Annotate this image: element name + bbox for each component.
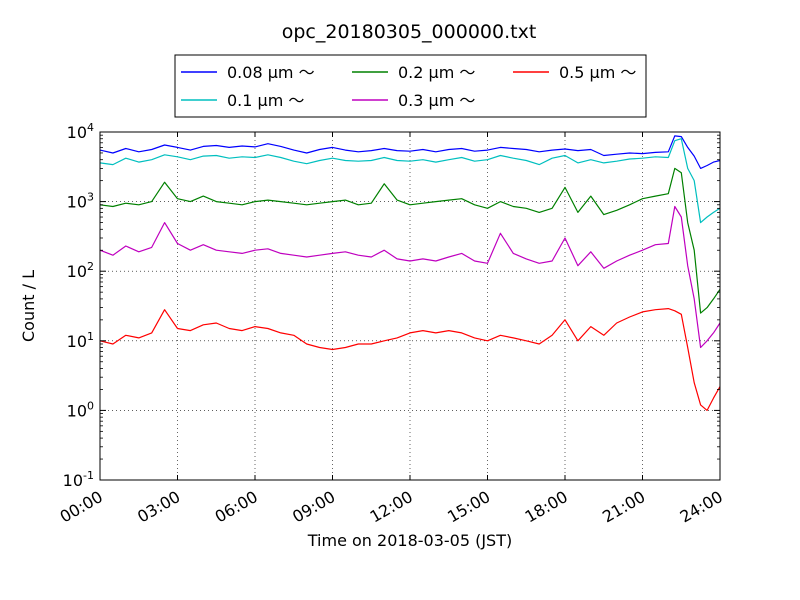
- x-tick-label: 09:00: [289, 487, 338, 527]
- x-tick-label: 18:00: [522, 487, 571, 527]
- y-tick-label: 100: [67, 399, 94, 420]
- x-tick-label: 12:00: [367, 487, 416, 527]
- ticks: [99, 131, 721, 481]
- grid: [100, 132, 720, 480]
- y-tick-label: 10-1: [63, 469, 94, 490]
- x-tick-label: 00:00: [57, 487, 106, 527]
- series-line-3: [99, 205, 721, 349]
- x-axis-label: Time on 2018-03-05 (JST): [307, 531, 512, 550]
- legend-box: [174, 54, 647, 118]
- x-tick-label: 03:00: [134, 487, 183, 527]
- legend-label: 0.3 μm ～: [398, 91, 475, 110]
- legend-label: 0.1 μm ～: [227, 91, 304, 110]
- series-lines: [99, 135, 721, 411]
- x-tick-label: 15:00: [444, 487, 493, 527]
- y-tick-label: 102: [67, 260, 94, 281]
- series-line-2: [99, 167, 721, 314]
- legend-label: 0.2 μm ～: [398, 63, 475, 82]
- legend: 0.08 μm ～ 0.1 μm ～ 0.2 μm ～ 0.3 μm ～ 0.5 μm …: [174, 54, 647, 118]
- x-tick-labels: 00:00 03:00 06:00 09:00 12:00 15:00 18:00 21:00…: [57, 487, 726, 527]
- y-tick-labels: 10-1 100 101 102 103 104: [63, 121, 94, 490]
- plot-background: [100, 132, 720, 480]
- y-tick-label: 101: [67, 330, 94, 351]
- chart-title: opc_20180305_000000.txt: [282, 21, 537, 43]
- x-tick-label: 21:00: [599, 487, 648, 527]
- legend-label: 0.08 μm ～: [227, 63, 315, 82]
- y-tick-label: 103: [67, 191, 94, 212]
- x-tick-label: 24:00: [677, 487, 726, 527]
- plot-area: [99, 131, 721, 481]
- legend-items: 0.08 μm ～ 0.1 μm ～ 0.2 μm ～ 0.3 μm ～ 0.5 μm …: [181, 63, 636, 110]
- series-line-0: [99, 135, 721, 169]
- legend-label: 0.5 μm ～: [559, 63, 636, 82]
- y-tick-label: 104: [67, 121, 94, 142]
- y-axis-label: Count / L: [19, 270, 38, 342]
- series-line-4: [99, 308, 721, 411]
- series-line-1: [99, 138, 721, 224]
- x-tick-label: 06:00: [212, 487, 261, 527]
